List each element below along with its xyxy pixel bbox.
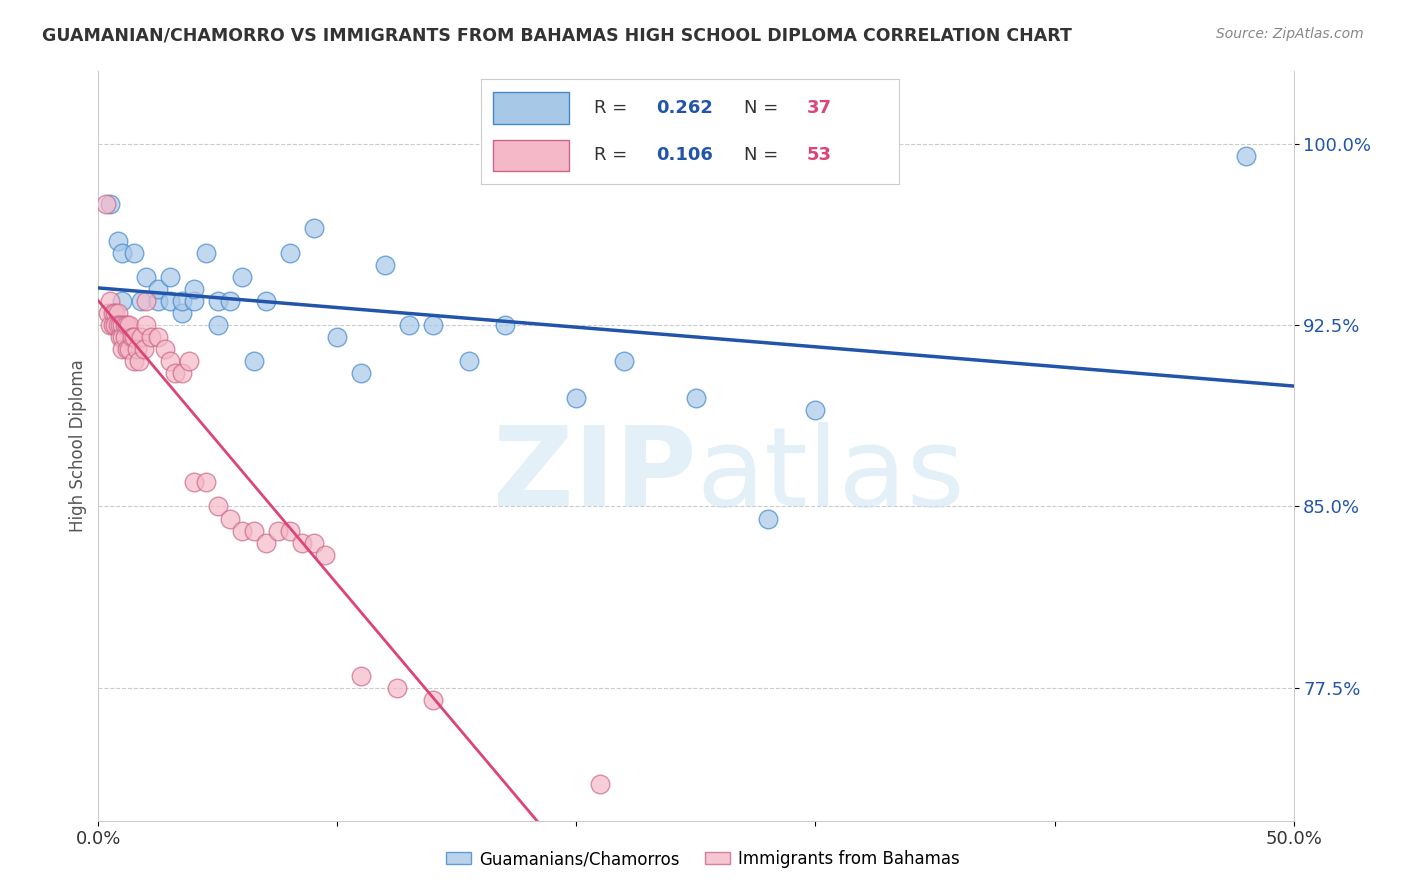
Point bbox=[111, 343, 134, 357]
Point bbox=[114, 330, 136, 344]
Point bbox=[135, 318, 157, 333]
Point bbox=[98, 197, 122, 211]
Point bbox=[207, 318, 229, 333]
Point bbox=[159, 269, 181, 284]
Point bbox=[243, 354, 266, 368]
Point bbox=[219, 293, 242, 308]
Point bbox=[398, 318, 420, 333]
Point bbox=[565, 391, 588, 405]
Point bbox=[613, 354, 636, 368]
Point bbox=[163, 367, 186, 381]
Point bbox=[107, 234, 129, 248]
Point bbox=[111, 245, 134, 260]
Point bbox=[350, 668, 373, 682]
Point bbox=[458, 354, 481, 368]
Point bbox=[231, 524, 253, 538]
Point bbox=[118, 343, 141, 357]
Point bbox=[107, 318, 129, 333]
Point bbox=[278, 524, 301, 538]
Point bbox=[291, 535, 314, 549]
Point bbox=[385, 681, 409, 695]
Point bbox=[756, 511, 779, 525]
Point bbox=[148, 330, 170, 344]
Point bbox=[267, 524, 290, 538]
Point bbox=[104, 318, 127, 333]
Point bbox=[115, 343, 138, 357]
Point bbox=[685, 391, 707, 405]
Point bbox=[195, 245, 218, 260]
Point bbox=[139, 330, 162, 344]
Point bbox=[207, 500, 229, 514]
Point bbox=[326, 330, 349, 344]
Point bbox=[148, 282, 170, 296]
Point bbox=[315, 548, 337, 562]
Point bbox=[159, 293, 181, 308]
Point bbox=[107, 306, 129, 320]
Point bbox=[98, 318, 122, 333]
Point bbox=[422, 693, 444, 707]
Point bbox=[494, 318, 516, 333]
Point bbox=[350, 367, 373, 381]
Point bbox=[125, 343, 148, 357]
Point bbox=[804, 402, 827, 417]
Point bbox=[589, 777, 612, 791]
Point bbox=[131, 293, 153, 308]
Point bbox=[97, 306, 120, 320]
Point bbox=[278, 245, 301, 260]
Point bbox=[148, 293, 170, 308]
Point bbox=[219, 511, 242, 525]
Point bbox=[302, 535, 325, 549]
Point bbox=[179, 354, 201, 368]
Point bbox=[121, 330, 143, 344]
Text: atlas: atlas bbox=[696, 423, 965, 530]
Point bbox=[124, 354, 146, 368]
Point bbox=[98, 293, 122, 308]
Point bbox=[104, 306, 127, 320]
Point bbox=[132, 343, 155, 357]
Point bbox=[124, 330, 146, 344]
Point bbox=[172, 367, 194, 381]
Point bbox=[183, 282, 205, 296]
Point bbox=[195, 475, 218, 490]
Point bbox=[207, 293, 229, 308]
Point bbox=[172, 306, 194, 320]
Point bbox=[243, 524, 266, 538]
Point bbox=[374, 258, 396, 272]
Point bbox=[111, 318, 134, 333]
Point bbox=[254, 535, 277, 549]
Point bbox=[101, 306, 124, 320]
Point bbox=[183, 293, 205, 308]
Point bbox=[1234, 149, 1257, 163]
Point bbox=[108, 318, 131, 333]
Point bbox=[118, 318, 141, 333]
Legend: Guamanians/Chamorros, Immigrants from Bahamas: Guamanians/Chamorros, Immigrants from Ba… bbox=[439, 844, 967, 875]
Point bbox=[108, 330, 131, 344]
Point bbox=[135, 269, 157, 284]
Text: ZIP: ZIP bbox=[492, 423, 696, 530]
Point bbox=[115, 318, 138, 333]
Point bbox=[231, 269, 253, 284]
Point bbox=[302, 221, 325, 235]
Point bbox=[135, 293, 157, 308]
Point bbox=[101, 318, 124, 333]
Text: Source: ZipAtlas.com: Source: ZipAtlas.com bbox=[1216, 27, 1364, 41]
Point bbox=[183, 475, 205, 490]
Point bbox=[155, 343, 177, 357]
Point bbox=[111, 293, 134, 308]
Point bbox=[94, 197, 117, 211]
Point bbox=[131, 330, 153, 344]
Point bbox=[128, 354, 150, 368]
Text: GUAMANIAN/CHAMORRO VS IMMIGRANTS FROM BAHAMAS HIGH SCHOOL DIPLOMA CORRELATION CH: GUAMANIAN/CHAMORRO VS IMMIGRANTS FROM BA… bbox=[42, 27, 1071, 45]
Point bbox=[254, 293, 277, 308]
Point bbox=[111, 330, 134, 344]
Y-axis label: High School Diploma: High School Diploma bbox=[69, 359, 87, 533]
Point bbox=[422, 318, 444, 333]
Point bbox=[172, 293, 194, 308]
Point bbox=[114, 318, 136, 333]
Point bbox=[159, 354, 181, 368]
Point bbox=[124, 245, 146, 260]
